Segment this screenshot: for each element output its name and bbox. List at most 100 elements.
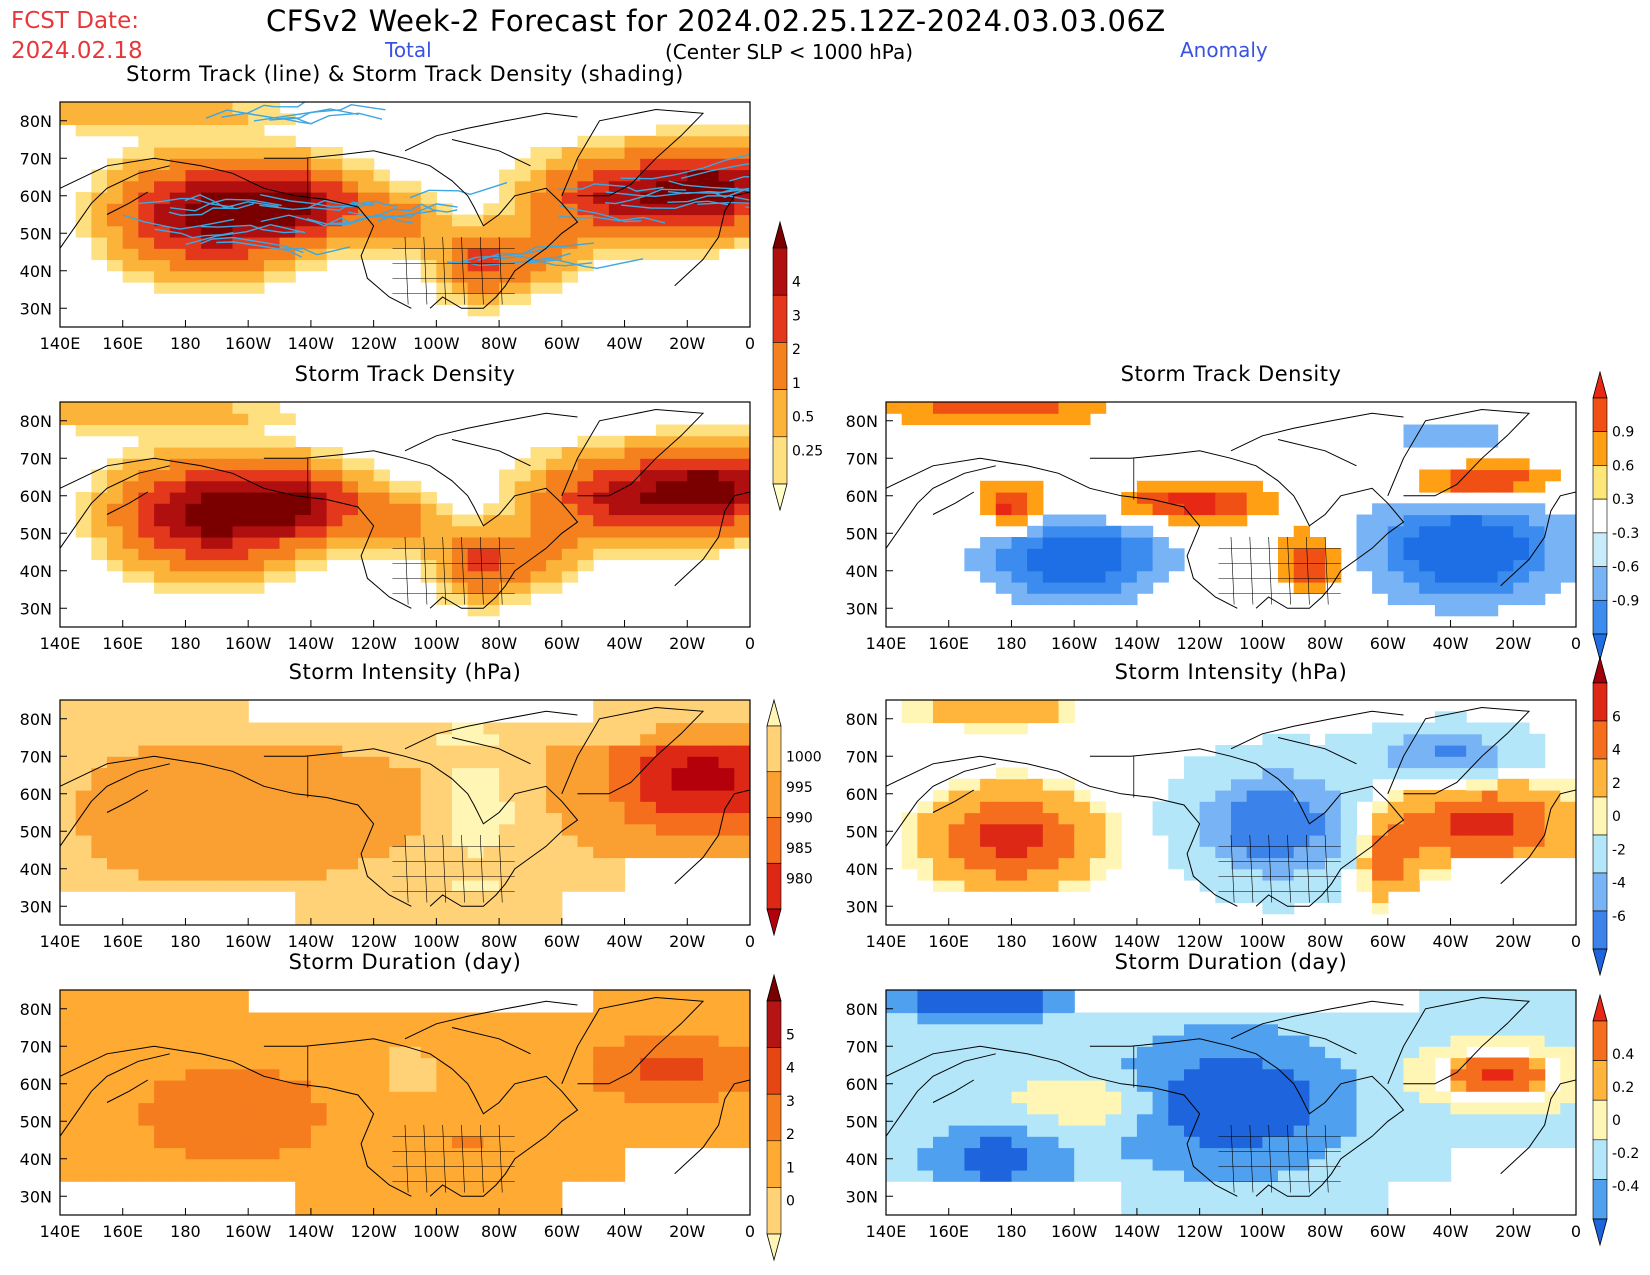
field-cell — [122, 570, 139, 583]
field-cell — [718, 124, 735, 137]
field-cell — [948, 835, 965, 847]
field-cell — [232, 570, 249, 583]
lon-tick-label: 40W — [606, 634, 642, 653]
field-cell — [577, 1113, 594, 1126]
field-cell — [1293, 548, 1310, 561]
colorbar-swatch — [766, 725, 782, 773]
field-cell — [1529, 778, 1546, 791]
lon-tick-label: 40W — [606, 334, 642, 353]
coastlines — [60, 996, 750, 1197]
field-cell — [373, 1125, 390, 1137]
field-cell — [1466, 1035, 1483, 1047]
field-cell — [1434, 846, 1452, 859]
field-cell — [295, 1125, 312, 1137]
field-cell — [980, 778, 997, 791]
field-cell — [530, 1046, 547, 1059]
field-cell — [1105, 1080, 1122, 1092]
field-cell — [1434, 570, 1452, 583]
field-cell — [671, 1136, 688, 1149]
field-cell — [216, 413, 234, 426]
field-cell — [1497, 1057, 1514, 1070]
field-cell — [608, 733, 626, 746]
field-cell — [1231, 1057, 1248, 1070]
field-cell — [201, 1001, 218, 1014]
coastline — [1277, 737, 1357, 765]
field-cell — [671, 458, 688, 471]
field-cell — [995, 1001, 1013, 1014]
field-cell — [1403, 846, 1420, 859]
field-cell — [1434, 1091, 1452, 1104]
field-cell — [1215, 1113, 1232, 1126]
field-cell — [1372, 559, 1389, 572]
lat-tick-label: 80N — [20, 112, 52, 131]
field-cell — [1356, 1012, 1373, 1025]
field-cell — [1325, 1080, 1342, 1092]
field-cell — [216, 1170, 234, 1182]
field-cell — [1089, 548, 1107, 561]
field-cell — [169, 1046, 187, 1059]
field-cell — [420, 756, 437, 769]
field-cell — [138, 1012, 155, 1025]
field-cell — [593, 503, 610, 516]
field-cell — [734, 214, 750, 227]
field-cell — [1105, 835, 1122, 847]
field-cell — [917, 857, 934, 870]
panel-title: Storm Track Density — [295, 362, 516, 386]
field-cell — [1278, 1158, 1295, 1171]
field-cell — [1466, 846, 1483, 859]
field-cell — [389, 745, 406, 757]
field-cell — [734, 424, 750, 437]
field-cell — [608, 237, 626, 249]
field-cell — [718, 169, 735, 182]
field-cell — [1419, 790, 1436, 802]
field-cell — [734, 469, 750, 482]
field-cell — [326, 1102, 343, 1115]
lon-tick-label: 20W — [669, 1222, 705, 1241]
field-cell — [1387, 1147, 1405, 1160]
field-cell — [310, 868, 328, 881]
field-cell — [1278, 1203, 1295, 1215]
field-cell — [1309, 1170, 1326, 1182]
field-cell — [1387, 1158, 1405, 1171]
coastline — [1230, 710, 1404, 750]
field-cell — [122, 756, 139, 769]
field-cell — [420, 1035, 437, 1047]
field-cell — [1011, 492, 1028, 504]
field-cell — [420, 857, 437, 870]
field-cell — [1042, 700, 1060, 712]
field-cell — [1278, 1102, 1295, 1115]
field-cell — [295, 1181, 312, 1194]
state-border — [1268, 536, 1273, 605]
field-cell — [1309, 1023, 1326, 1036]
field-cell — [358, 880, 375, 892]
field-cell — [107, 237, 124, 249]
field-cell — [561, 458, 579, 471]
field-cell — [1278, 745, 1295, 757]
field-cell — [1450, 537, 1467, 549]
field-cell — [91, 102, 108, 114]
field-cell — [1419, 990, 1436, 1002]
field-cell — [1027, 1057, 1044, 1070]
field-cell — [1246, 1080, 1263, 1092]
field-cell — [295, 1102, 312, 1115]
field-cell — [389, 225, 406, 238]
lat-tick-label: 30N — [846, 599, 878, 618]
field-cell — [326, 880, 343, 892]
field-cell — [1450, 1102, 1467, 1115]
storm-track-line — [216, 241, 303, 258]
field-cell — [671, 778, 688, 791]
field-cell — [326, 169, 343, 182]
field-cell — [169, 113, 187, 126]
field-cell — [1168, 1068, 1185, 1081]
field-cell — [169, 1035, 187, 1047]
field-cell — [420, 1068, 437, 1081]
field-cell — [185, 868, 202, 881]
field-cell — [546, 1102, 563, 1115]
lon-tick-label: 20W — [1495, 634, 1531, 653]
field-cell — [169, 582, 187, 594]
field-cell — [1262, 1035, 1279, 1047]
field-cell — [232, 147, 249, 159]
field-cell — [1529, 1012, 1546, 1025]
field-cell — [1434, 480, 1452, 493]
